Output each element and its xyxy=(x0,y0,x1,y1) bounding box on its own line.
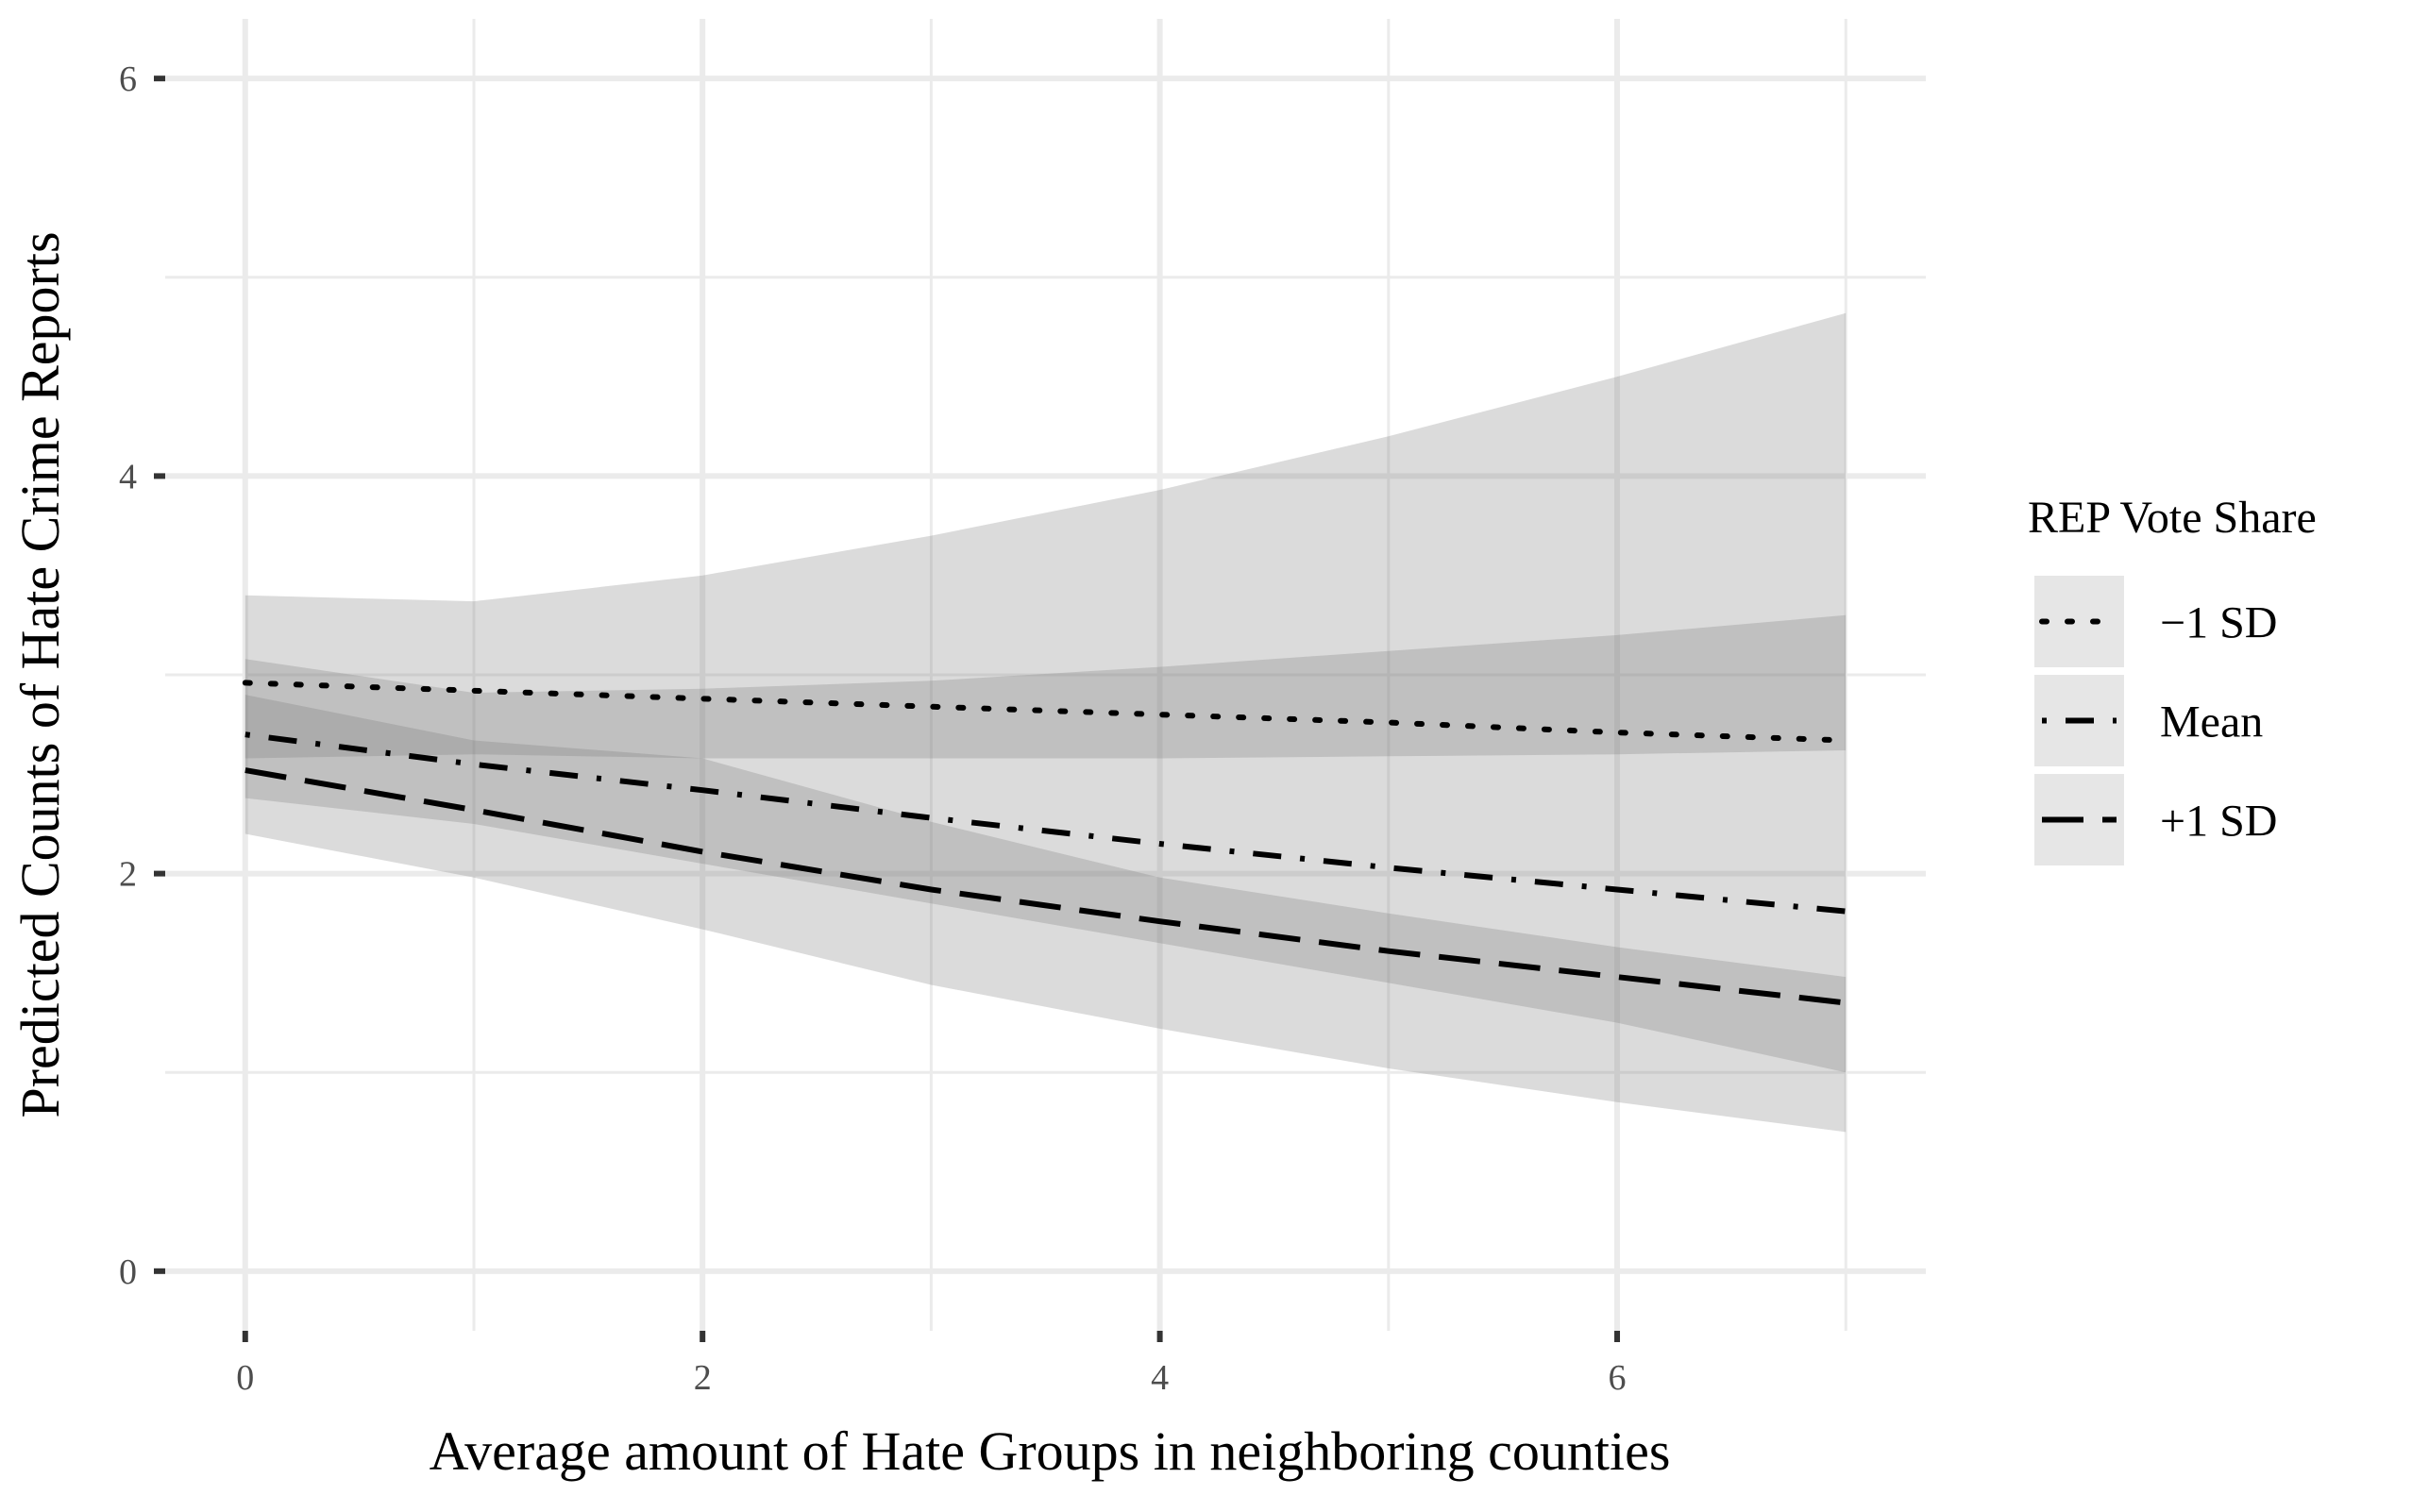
confidence-band-2 xyxy=(245,695,1847,1133)
series-line-2 xyxy=(245,767,1847,1006)
y-tick-labels: 0 2 4 6 xyxy=(119,59,137,1292)
y-tick-label: 2 xyxy=(119,855,137,895)
confidence-band-0 xyxy=(245,312,1847,759)
y-tick-label: 0 xyxy=(119,1252,137,1292)
axis-ticks xyxy=(154,76,1621,1342)
x-tick-label: 4 xyxy=(1151,1358,1169,1398)
grid-major xyxy=(165,19,1926,1331)
legend-label: −1 SD xyxy=(2160,598,2277,648)
legend-title: REP Vote Share xyxy=(2028,493,2317,543)
y-tick-label: 6 xyxy=(119,59,137,99)
legend-item: −1 SD xyxy=(2034,576,2277,667)
x-tick-label: 0 xyxy=(236,1358,254,1398)
legend: REP Vote Share −1 SD Mean +1 SD xyxy=(2028,493,2317,865)
series-lines xyxy=(242,680,1849,1006)
y-tick-label: 4 xyxy=(119,457,137,496)
x-axis-title: Average amount of Hate Groups in neighbo… xyxy=(430,1420,1671,1482)
legend-label: +1 SD xyxy=(2160,797,2277,847)
x-tick-labels: 0 2 4 6 xyxy=(236,1358,1626,1398)
legend-item: Mean xyxy=(2034,675,2263,766)
y-axis-title: Predicted Counts of Hate Crime Reports xyxy=(9,231,71,1117)
legend-item: +1 SD xyxy=(2034,774,2277,865)
x-tick-label: 2 xyxy=(694,1358,712,1398)
legend-label: Mean xyxy=(2160,697,2263,748)
series-line-1 xyxy=(245,731,1847,915)
grid-minor xyxy=(165,19,1926,1331)
x-tick-label: 6 xyxy=(1609,1358,1627,1398)
